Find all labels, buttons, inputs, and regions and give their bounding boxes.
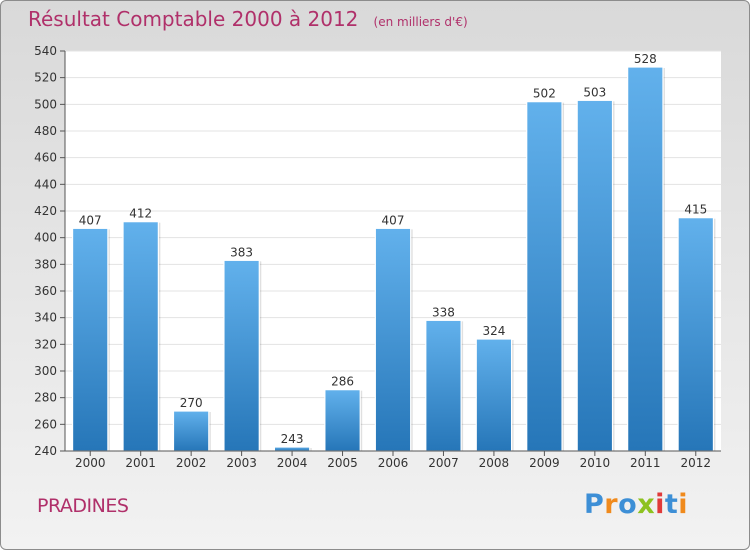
bar-2002[interactable]	[172, 410, 210, 452]
x-tick-label-2006: 2006	[378, 456, 409, 470]
data-label-2006: 407	[382, 213, 405, 227]
y-tick-label: 400	[34, 231, 57, 245]
bar-2009[interactable]	[526, 101, 563, 452]
bar-2008[interactable]	[475, 338, 513, 452]
proxiti-logo[interactable]: Proxiti	[584, 489, 688, 520]
logo-letter: x	[637, 489, 656, 520]
data-label-2009: 502	[533, 87, 556, 101]
logo-letter: i	[678, 489, 689, 520]
y-tick-label: 420	[34, 204, 57, 218]
y-tick-label: 320	[34, 337, 57, 351]
data-label-2008: 324	[482, 324, 505, 338]
logo-letter: r	[604, 489, 619, 520]
chart-title: Résultat Comptable 2000 à 2012	[28, 7, 359, 31]
bar-2011[interactable]	[627, 66, 664, 452]
logo-letter: i	[655, 489, 665, 520]
data-label-2012: 415	[684, 203, 707, 217]
x-tick-label-2007: 2007	[428, 456, 459, 470]
bar-2007[interactable]	[425, 319, 462, 452]
x-tick-label-2010: 2010	[580, 456, 611, 470]
bar-2012[interactable]	[677, 217, 715, 452]
y-tick-label: 240	[34, 444, 57, 458]
y-tick-label: 440	[34, 177, 57, 191]
logo-letter: P	[584, 489, 605, 520]
x-tick-label-2011: 2011	[630, 456, 661, 470]
y-tick-label: 480	[34, 124, 57, 138]
bar-2005[interactable]	[324, 389, 361, 452]
x-tick-label-2005: 2005	[327, 456, 358, 470]
x-tick-label-2000: 2000	[75, 456, 106, 470]
bar-2003[interactable]	[223, 259, 260, 452]
commune-name: PRADINES	[37, 495, 129, 517]
y-tick-label: 380	[34, 257, 57, 271]
data-label-2002: 270	[180, 396, 203, 410]
logo-letter: o	[618, 489, 638, 520]
bar-2006[interactable]	[374, 227, 412, 452]
data-label-2001: 412	[129, 207, 152, 221]
bar-2010[interactable]	[576, 99, 614, 452]
data-label-2011: 528	[634, 52, 657, 66]
logo-letter: t	[664, 489, 679, 520]
bar-2000[interactable]	[71, 227, 109, 452]
bar-2004[interactable]	[273, 446, 311, 452]
x-tick-label-2008: 2008	[479, 456, 510, 470]
chart-subtitle: (en milliers d'€)	[373, 15, 468, 29]
x-tick-label-2012: 2012	[680, 456, 711, 470]
x-tick-label-2004: 2004	[277, 456, 308, 470]
y-tick-label: 340	[34, 311, 57, 325]
y-tick-label: 460	[34, 151, 57, 165]
data-label-2005: 286	[331, 375, 354, 389]
data-label-2000: 407	[79, 213, 102, 227]
y-tick-label: 520	[34, 71, 57, 85]
x-tick-label-2001: 2001	[125, 456, 156, 470]
y-tick-label: 300	[34, 364, 57, 378]
y-tick-label: 500	[34, 97, 57, 111]
x-tick-label-2002: 2002	[176, 456, 207, 470]
title-row: Résultat Comptable 2000 à 2012 (en milli…	[28, 7, 468, 31]
y-tick-label: 540	[34, 44, 57, 58]
y-tick-label: 260	[34, 417, 57, 431]
y-tick-label: 360	[34, 284, 57, 298]
data-label-2010: 503	[583, 85, 606, 99]
data-label-2004: 243	[281, 432, 304, 446]
data-label-2003: 383	[230, 245, 253, 259]
bar-2001[interactable]	[122, 221, 159, 452]
x-tick-label-2003: 2003	[226, 456, 257, 470]
data-label-2007: 338	[432, 305, 455, 319]
x-tick-label-2009: 2009	[529, 456, 560, 470]
y-tick-label: 280	[34, 391, 57, 405]
